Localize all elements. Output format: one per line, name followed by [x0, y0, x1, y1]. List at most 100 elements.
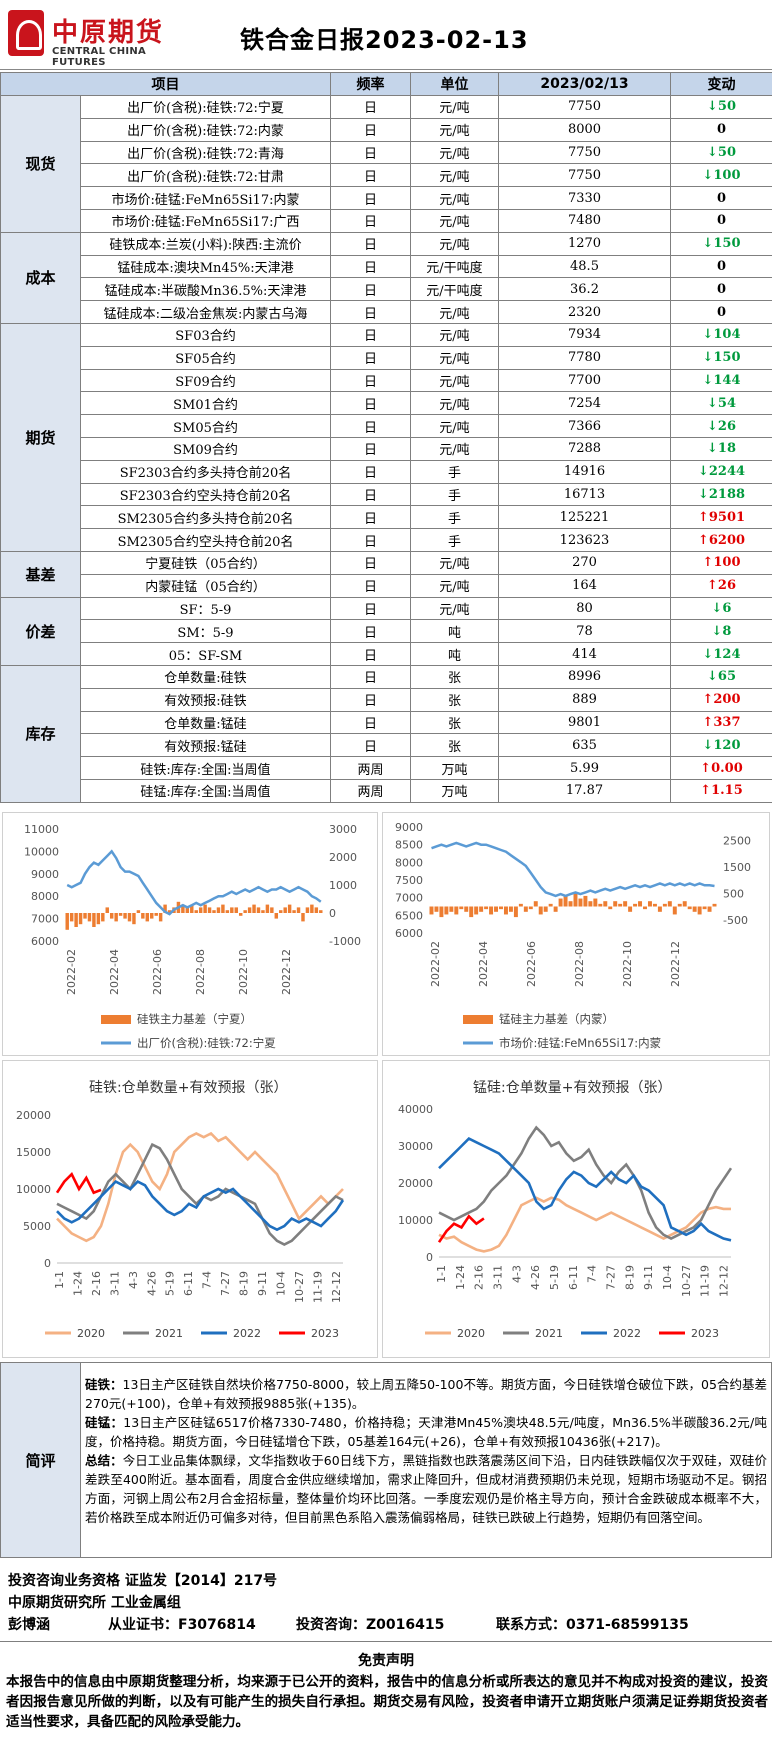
y-tick-label: 10000: [16, 1183, 51, 1196]
item-cell: SF05合约: [80, 345, 331, 370]
footer: 投资咨询业务资格 证监发【2014】217号 中原期货研究所 工业金属组 彭博涵…: [0, 1564, 772, 1639]
table-row: 内蒙硅锰（05合约）日元/吨 164 ↑26: [1, 573, 772, 598]
arrow-up-icon: ↑: [697, 532, 709, 548]
basis-bar: [314, 907, 319, 913]
x-tick-label: 3-11: [492, 1265, 505, 1290]
basis-bar: [553, 906, 558, 912]
freq-cell: 日: [330, 482, 411, 507]
series-line-2022: [438, 1137, 732, 1242]
item-cell: SF09合约: [80, 368, 331, 393]
item-cell: 宁夏硅铁（05合约）: [80, 550, 331, 575]
basis-bar: [238, 913, 243, 916]
x-tick-label: 1-24: [71, 1271, 84, 1296]
item-cell: SF03合约: [80, 322, 331, 347]
value-cell: 5.99: [498, 756, 671, 780]
change-cell: 0: [670, 186, 772, 210]
basis-bar: [593, 898, 598, 907]
item-cell: SM05合约: [80, 414, 331, 438]
x-tick-label: 1-1: [435, 1265, 448, 1283]
basis-bar: [109, 913, 114, 919]
table-row: SM2305合约多头持仓前20名日手 125221 ↑9501: [1, 505, 772, 530]
comment-p3: 今日工业品集体飘绿，文华指数收于60日线下方，黑链指数也跌落震荡区间下沿，日内硅…: [85, 1453, 767, 1525]
x-tick-label: 12-12: [330, 1271, 343, 1303]
table-row: 期货 SF03合约日元/吨 7934 ↓104: [0, 322, 772, 552]
change-cell: ↑0.00: [670, 756, 772, 780]
basis-bar: [114, 913, 118, 922]
unit-cell: 元/吨: [410, 163, 499, 188]
basis-bar: [603, 901, 608, 907]
change-cell: ↑26: [670, 573, 772, 598]
table-row: SF05合约日元/吨 7780 ↓150: [1, 345, 772, 370]
basis-bar: [677, 903, 682, 907]
legend-label: 2020: [457, 1327, 485, 1340]
freq-cell: 日: [330, 414, 411, 438]
company-logo: 中原期货 CENTRAL CHINA FUTURES: [8, 8, 178, 68]
basis-bar: [256, 907, 261, 913]
y-tick-label-right: 3000: [329, 823, 357, 836]
basis-bar: [136, 910, 141, 913]
change-cell: ↓150: [670, 231, 772, 256]
table-row: SM：5-9 日吨 78 ↓8: [1, 619, 772, 644]
arrow-down-icon: ↓: [707, 395, 718, 411]
basis-bar: [221, 904, 225, 913]
change-value: 100: [713, 555, 741, 571]
value-cell: 8996: [498, 664, 671, 689]
legend-label: 2020: [77, 1327, 105, 1340]
item-cell: 市场价:硅锰:FeMn65Si17:广西: [80, 208, 331, 233]
basis-bar: [279, 910, 283, 913]
col-header-unit: 单位: [410, 72, 499, 96]
x-tick-label: 2-16: [473, 1265, 486, 1290]
basis-bar: [474, 906, 479, 915]
legend-label: 市场价:硅锰:FeMn65Si17:内蒙: [499, 1036, 661, 1050]
x-tick-label: 7-27: [219, 1271, 232, 1296]
value-cell: 16713: [498, 482, 671, 507]
x-tick-label: 1-1: [53, 1271, 66, 1289]
series-line-2023: [437, 1214, 485, 1243]
basis-bar: [618, 903, 623, 907]
change-cell: ↓150: [670, 345, 772, 370]
basis-bar: [687, 906, 692, 910]
unit-cell: 元/吨: [410, 368, 499, 393]
basis-bar: [464, 906, 469, 912]
unit-cell: 元/干吨度: [410, 277, 499, 302]
change-value: 54: [717, 395, 736, 411]
col-header-item: 项目: [0, 72, 331, 96]
basis-bar: [207, 907, 212, 913]
table-row: 市场价:硅锰:FeMn65Si17:内蒙日元/吨 7330 0: [1, 186, 772, 210]
change-value: 65: [717, 669, 736, 685]
basis-bar: [163, 904, 167, 913]
chart-sf-basis: 11000 10000 9000 8000 7000 6000 3000 2000 1000 0-…: [2, 812, 378, 1056]
basis-bar: [667, 901, 672, 907]
freq-cell: 日: [330, 459, 411, 484]
y-tick-label-left: 7000: [31, 913, 59, 926]
x-tick-label: 2022-02: [429, 941, 442, 987]
change-value: 6200: [708, 532, 746, 548]
basis-bar: [274, 913, 279, 919]
freq-cell: 日: [330, 140, 411, 165]
basis-bar: [230, 907, 234, 913]
arrow-down-icon: ↓: [702, 167, 714, 183]
basis-bar: [712, 903, 717, 907]
chart-sf-basis-svg: 110001000090008000700060003000200010000-…: [24, 823, 361, 1050]
value-cell: 7330: [498, 186, 671, 210]
unit-cell: 元/吨: [410, 95, 499, 119]
basis-bar: [123, 913, 127, 919]
comment-label: 简评: [1, 1363, 81, 1557]
change-value: 0: [716, 213, 727, 229]
comment-text: 硅铁：13日主产区硅铁自然块价格7750-8000，较上周五降50-100不等。…: [85, 1375, 767, 1527]
item-cell: 硅锰:库存:全国:当周值: [80, 778, 331, 803]
change-cell: ↓50: [670, 140, 772, 165]
y-tick-label: 0: [426, 1251, 433, 1264]
item-cell: 市场价:硅锰:FeMn65Si17:内蒙: [80, 186, 331, 210]
item-cell: SF：5-9: [80, 596, 331, 621]
basis-bar: [65, 913, 69, 930]
unit-cell: 元/吨: [410, 140, 499, 165]
legend-bar-swatch: [463, 1015, 493, 1024]
legend-label: 出厂价(含税):硅铁:72:宁夏: [137, 1036, 276, 1050]
y-tick-label-right: 2000: [329, 851, 357, 864]
item-cell: 内蒙硅锰（05合约）: [80, 573, 331, 598]
value-cell: 1270: [498, 231, 671, 256]
x-tick-label: 10-27: [680, 1265, 693, 1297]
arrow-down-icon: ↓: [702, 327, 714, 343]
unit-cell: 手: [410, 505, 499, 530]
